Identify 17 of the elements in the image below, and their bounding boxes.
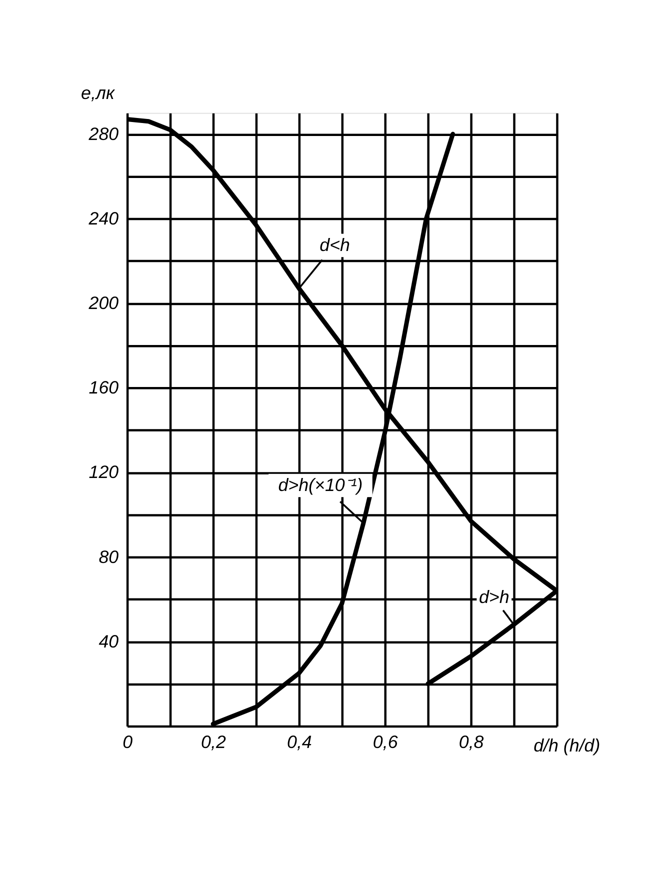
series-label: d>h(×10⁻¹) xyxy=(278,474,363,495)
y-tick-label: 160 xyxy=(88,378,119,398)
x-tick-label: 0,4 xyxy=(287,732,312,752)
y-tick-label: 40 xyxy=(98,631,119,652)
y-tick-label: 280 xyxy=(88,124,119,144)
series-label: d>h xyxy=(478,587,510,608)
x-tick-label: 0,2 xyxy=(201,732,226,752)
x-axis-title: d/h (h/d) xyxy=(534,736,600,756)
y-tick-label: 80 xyxy=(98,546,119,567)
x-tick-label: 0,6 xyxy=(372,732,398,752)
y-tick-label: 200 xyxy=(88,293,119,314)
y-tick-label: 120 xyxy=(88,462,119,482)
series-label: d<h xyxy=(320,234,350,255)
y-tick-label: 240 xyxy=(88,208,119,228)
y-axis-title: е,лк xyxy=(81,83,116,104)
x-tick-label: 0 xyxy=(122,732,133,752)
x-tick-label: 0,8 xyxy=(458,732,484,752)
